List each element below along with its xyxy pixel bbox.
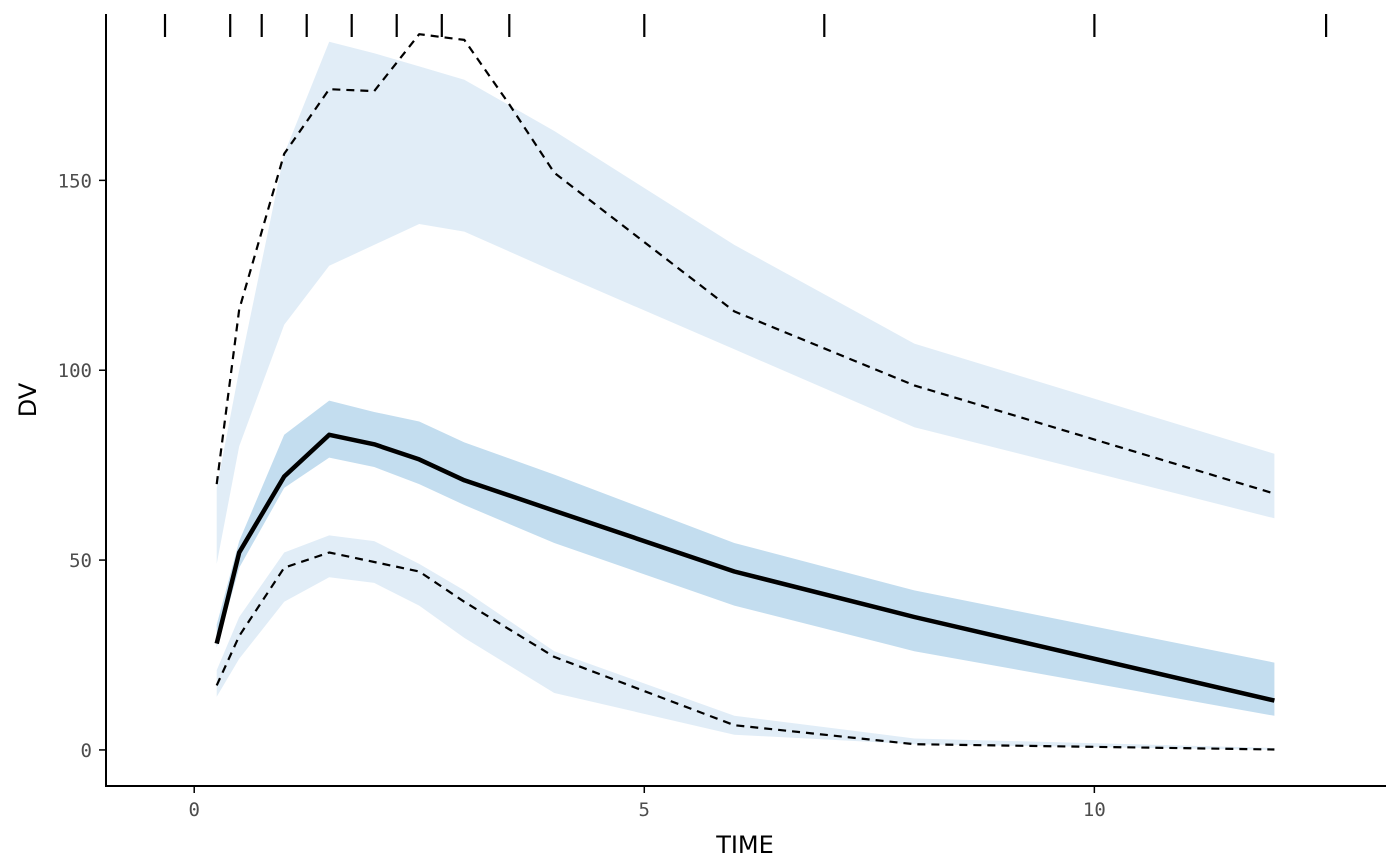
x-tick-label: 10 — [1083, 799, 1106, 821]
band-lower-pi — [216, 535, 1275, 750]
y-tick-label: 100 — [58, 360, 92, 382]
y-tick-label: 150 — [58, 170, 92, 192]
y-tick-label: 50 — [69, 550, 92, 572]
y-tick-label: 0 — [81, 740, 92, 762]
observed-lines — [214, 33, 1275, 751]
axes — [105, 14, 1386, 787]
bin-markers — [163, 14, 1328, 37]
prediction-bands — [216, 41, 1275, 750]
x-tick-label: 0 — [188, 799, 199, 821]
band-upper-pi — [216, 41, 1275, 564]
line-observed-upper — [215, 33, 1275, 495]
y-axis-title: DV — [14, 382, 42, 417]
line-observed-lower — [215, 551, 1275, 751]
x-axis-title: TIME — [715, 831, 774, 859]
x-tick-label: 5 — [639, 799, 650, 821]
line-observed-median — [214, 432, 1275, 703]
